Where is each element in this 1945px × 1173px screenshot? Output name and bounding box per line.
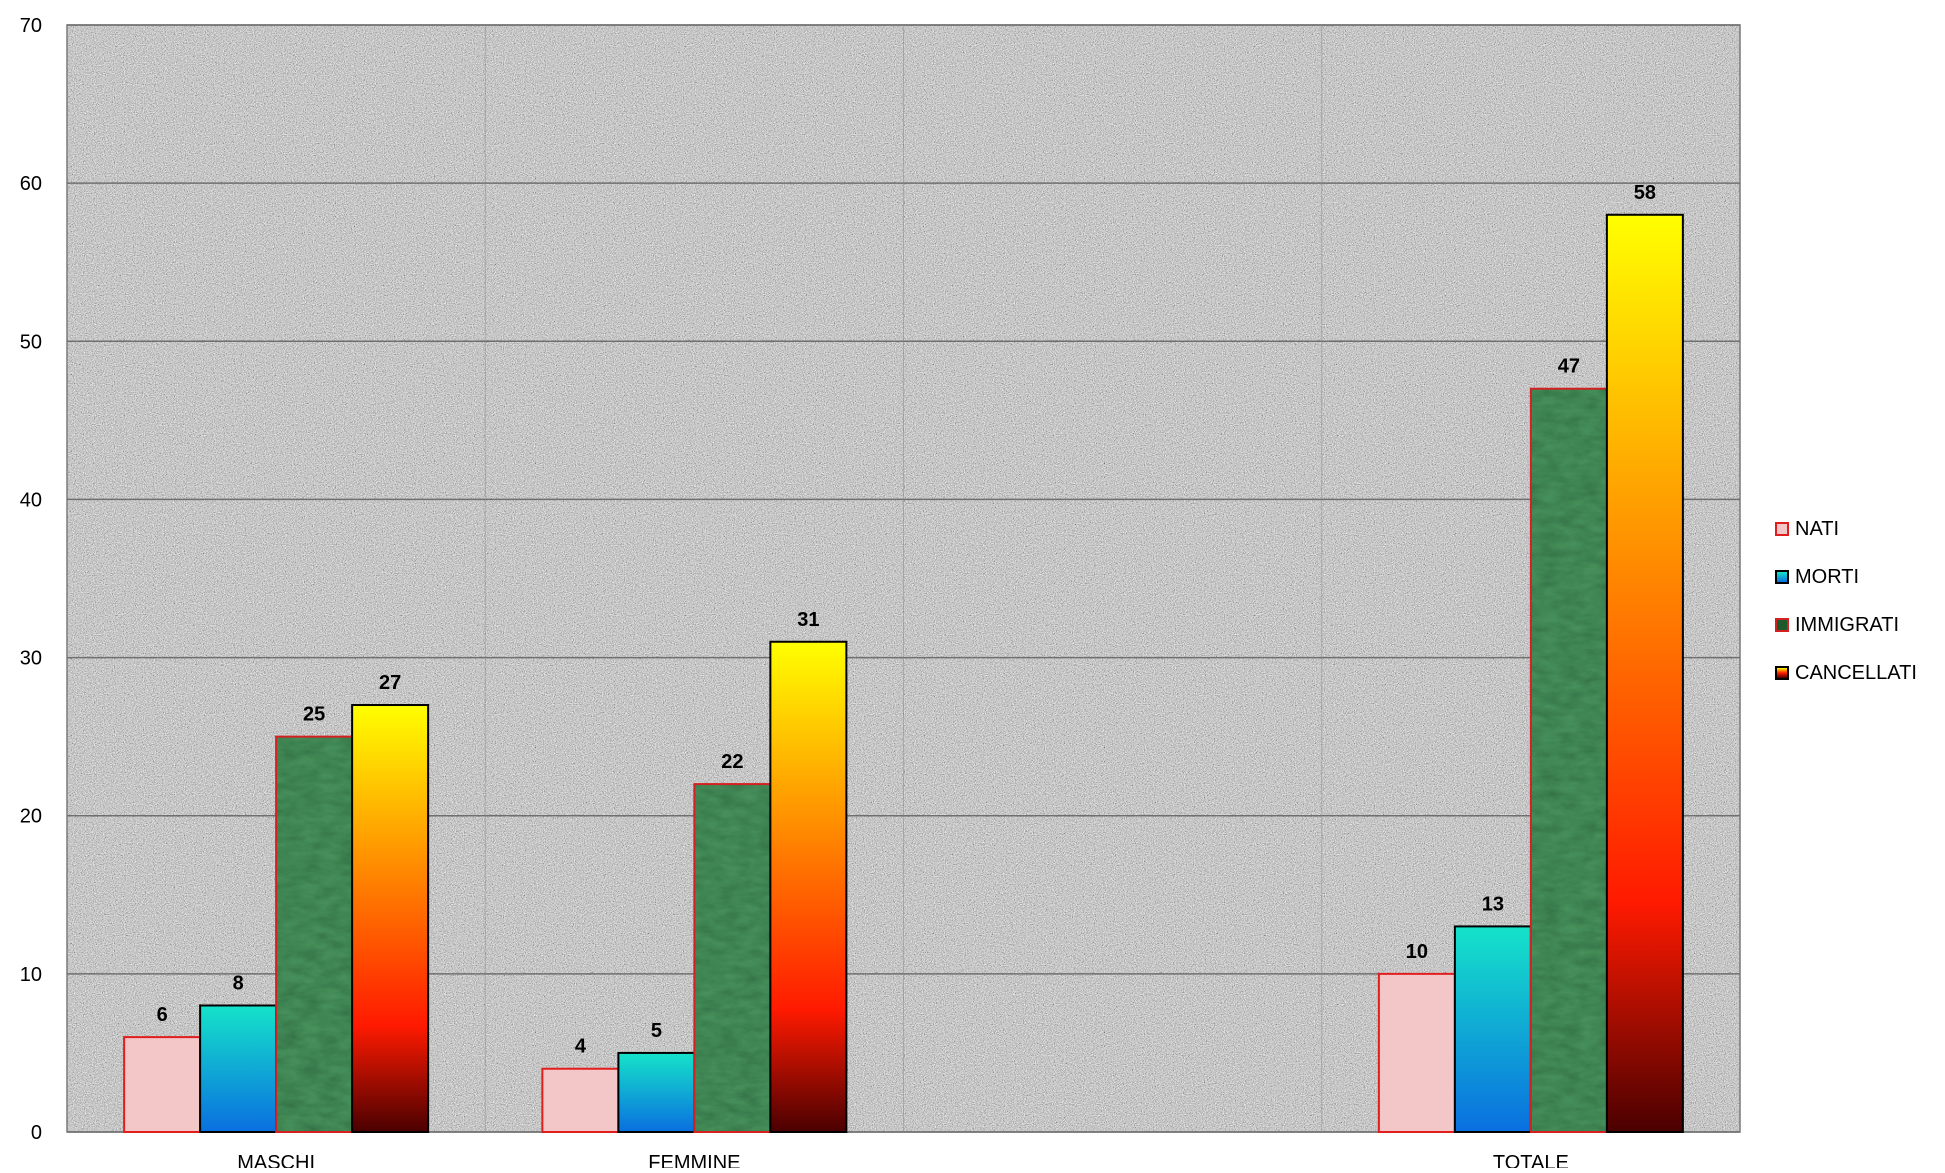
cancellati-swatch-icon (1775, 666, 1789, 680)
data-label: 5 (651, 1020, 662, 1042)
bar-immigrati-texture (694, 784, 771, 1132)
y-tick-label: 30 (20, 648, 42, 670)
y-tick-label: 70 (20, 15, 42, 37)
legend-item-nati: NATI (1775, 505, 1935, 553)
legend-label: CANCELLATI (1795, 661, 1917, 684)
data-label: 4 (575, 1036, 587, 1058)
bars (123, 213, 1684, 1134)
bar-morti (618, 1052, 695, 1132)
bar-cancellati (770, 641, 847, 1132)
data-label: 6 (157, 1004, 168, 1026)
x-tick-label: FEMMINE (648, 1152, 740, 1168)
data-label: 58 (1634, 182, 1656, 204)
data-label: 8 (233, 972, 244, 994)
bar-nati (1378, 973, 1455, 1132)
y-tick-label: 20 (20, 806, 42, 828)
data-label: 31 (797, 609, 819, 631)
legend-item-immigrati: IMMIGRATI (1775, 601, 1935, 649)
data-label: 22 (721, 751, 743, 773)
legend-item-morti: MORTI (1775, 553, 1935, 601)
x-tick-label: TOTALE (1493, 1152, 1569, 1168)
y-tick-label: 10 (20, 964, 42, 986)
bar-immigrati-texture (276, 736, 353, 1132)
bar-nati (124, 1037, 201, 1132)
bar-cancellati-outline (351, 704, 430, 1133)
x-axis: MASCHI FEMMINE TOTALE (237, 1152, 1569, 1173)
legend-label: IMMIGRATI (1795, 613, 1900, 636)
y-tick-label: 40 (20, 489, 42, 511)
legend: NATI MORTI IMMIGRATI CANCELLATI (1775, 505, 1935, 697)
bar-nati (542, 1068, 619, 1132)
y-axis: 0 10 20 30 40 50 60 70 (20, 15, 42, 1144)
y-tick-label: 0 (31, 1122, 42, 1144)
legend-item-cancellati: CANCELLATI (1775, 649, 1935, 697)
data-label: 25 (303, 704, 325, 726)
bar-morti (200, 1005, 277, 1132)
y-tick-label: 50 (20, 331, 42, 353)
data-label: 10 (1406, 941, 1428, 963)
immigrati-swatch-icon (1775, 618, 1789, 632)
data-label: 27 (379, 672, 401, 694)
bar-cancellati-outline (1605, 213, 1684, 1133)
data-label: 47 (1558, 356, 1580, 378)
data-labels: 6 8 25 27 4 5 22 31 10 13 47 58 (157, 182, 1656, 1058)
bar-immigrati-texture (1530, 388, 1607, 1132)
gridlines (67, 24, 1740, 1133)
legend-label: NATI (1795, 517, 1840, 540)
bar-morti (1454, 926, 1531, 1132)
x-tick-label: MASCHI (237, 1152, 315, 1168)
bar-cancellati-outline (769, 640, 848, 1133)
y-tick-label: 60 (20, 173, 42, 195)
data-label: 13 (1482, 893, 1504, 915)
bar-cancellati (1606, 214, 1683, 1132)
nati-swatch-icon (1775, 522, 1789, 536)
morti-swatch-icon (1775, 570, 1789, 584)
bar-cancellati (352, 705, 429, 1132)
legend-label: MORTI (1795, 565, 1860, 588)
